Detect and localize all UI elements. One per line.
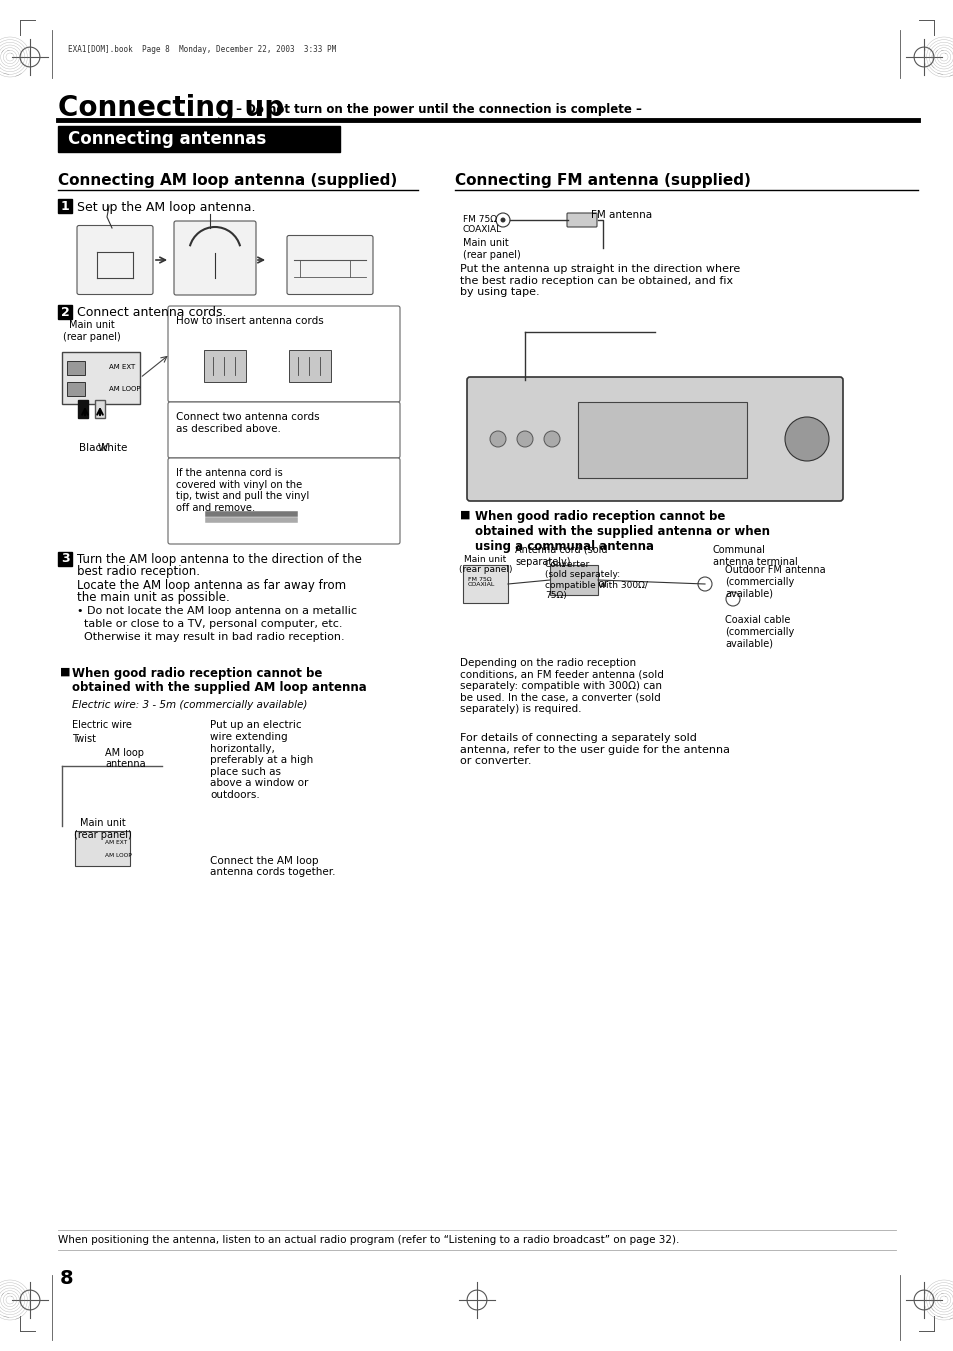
Text: When positioning the antenna, listen to an actual radio program (refer to “Liste: When positioning the antenna, listen to … <box>58 1235 679 1246</box>
Text: EXA1[DOM].book  Page 8  Monday, December 22, 2003  3:33 PM: EXA1[DOM].book Page 8 Monday, December 2… <box>68 46 335 54</box>
Text: Coaxial cable
(commercially
available): Coaxial cable (commercially available) <box>724 615 794 648</box>
Text: 8: 8 <box>60 1269 73 1288</box>
Text: Turn the AM loop antenna to the direction of the: Turn the AM loop antenna to the directio… <box>77 553 361 566</box>
Text: Twist: Twist <box>71 734 96 743</box>
Text: or: or <box>597 580 608 589</box>
FancyBboxPatch shape <box>58 199 71 213</box>
Text: Connecting up: Connecting up <box>58 95 284 122</box>
Text: Connecting AM loop antenna (supplied): Connecting AM loop antenna (supplied) <box>58 173 396 188</box>
FancyBboxPatch shape <box>58 553 71 566</box>
Text: • Do not locate the AM loop antenna on a metallic: • Do not locate the AM loop antenna on a… <box>77 607 356 616</box>
FancyBboxPatch shape <box>67 382 85 396</box>
Text: AM LOOP: AM LOOP <box>109 386 140 392</box>
Text: table or close to a TV, personal computer, etc.: table or close to a TV, personal compute… <box>77 619 342 630</box>
Text: AM EXT: AM EXT <box>109 363 135 370</box>
Circle shape <box>784 417 828 461</box>
Text: Put up an electric
wire extending
horizontally,
preferably at a high
place such : Put up an electric wire extending horizo… <box>210 720 313 800</box>
Text: Main unit
(rear panel): Main unit (rear panel) <box>73 819 132 840</box>
FancyBboxPatch shape <box>168 458 399 544</box>
FancyBboxPatch shape <box>62 353 140 404</box>
Text: FM antenna: FM antenna <box>590 209 652 220</box>
Text: Put the antenna up straight in the direction where
the best radio reception can : Put the antenna up straight in the direc… <box>459 263 740 297</box>
Text: Electric wire: 3 - 5m (commercially available): Electric wire: 3 - 5m (commercially avai… <box>71 701 307 711</box>
FancyBboxPatch shape <box>566 213 597 227</box>
Text: Depending on the radio reception
conditions, an FM feeder antenna (sold
separate: Depending on the radio reception conditi… <box>459 658 663 715</box>
FancyBboxPatch shape <box>550 565 598 594</box>
Text: ■: ■ <box>60 666 71 677</box>
Text: Connecting antennas: Connecting antennas <box>68 130 266 149</box>
Text: FM 75Ω
COAXIAL: FM 75Ω COAXIAL <box>462 215 501 235</box>
Circle shape <box>698 577 711 590</box>
Text: Otherwise it may result in bad radio reception.: Otherwise it may result in bad radio rec… <box>77 632 344 642</box>
Text: White: White <box>98 443 129 453</box>
Text: Connect the AM loop
antenna cords together.: Connect the AM loop antenna cords togeth… <box>210 855 335 877</box>
Text: Main unit
(rear panel): Main unit (rear panel) <box>63 320 121 342</box>
FancyBboxPatch shape <box>58 126 339 153</box>
FancyBboxPatch shape <box>78 400 88 417</box>
FancyBboxPatch shape <box>462 565 507 603</box>
Text: the main unit as possible.: the main unit as possible. <box>77 592 230 604</box>
Text: best radio reception.: best radio reception. <box>77 566 200 578</box>
Text: AM LOOP: AM LOOP <box>105 854 132 858</box>
Circle shape <box>517 431 533 447</box>
FancyBboxPatch shape <box>578 403 746 478</box>
FancyBboxPatch shape <box>75 831 130 866</box>
FancyBboxPatch shape <box>77 226 152 295</box>
Text: Communal
antenna terminal: Communal antenna terminal <box>712 544 797 566</box>
Text: 3: 3 <box>61 553 70 566</box>
FancyBboxPatch shape <box>58 305 71 319</box>
FancyBboxPatch shape <box>289 350 331 382</box>
FancyBboxPatch shape <box>287 235 373 295</box>
Text: – Do not turn on the power until the connection is complete –: – Do not turn on the power until the con… <box>232 104 641 116</box>
Text: Connect two antenna cords
as described above.: Connect two antenna cords as described a… <box>175 412 319 434</box>
Text: Antenna cord (sold
separately): Antenna cord (sold separately) <box>515 544 607 566</box>
FancyBboxPatch shape <box>95 400 105 417</box>
Text: When good radio reception cannot be
obtained with the supplied AM loop antenna: When good radio reception cannot be obta… <box>71 666 366 694</box>
Text: FM 75Ω
COAXIAL: FM 75Ω COAXIAL <box>468 577 495 588</box>
Text: ■: ■ <box>459 509 470 520</box>
Circle shape <box>490 431 505 447</box>
Text: AM loop
antenna: AM loop antenna <box>105 747 146 769</box>
Text: For details of connecting a separately sold
antenna, refer to the user guide for: For details of connecting a separately s… <box>459 734 729 766</box>
Text: Converter
(sold separately:
compatible with 300Ω/
75Ω): Converter (sold separately: compatible w… <box>544 561 647 600</box>
Text: AM EXT: AM EXT <box>105 840 128 846</box>
Text: Connect antenna cords.: Connect antenna cords. <box>77 305 226 319</box>
Text: When good radio reception cannot be
obtained with the supplied antenna or when
u: When good radio reception cannot be obta… <box>475 509 769 553</box>
FancyBboxPatch shape <box>168 403 399 458</box>
Circle shape <box>543 431 559 447</box>
Text: Main unit
(rear panel): Main unit (rear panel) <box>462 238 520 259</box>
Text: Outdoor FM antenna
(commercially
available): Outdoor FM antenna (commercially availab… <box>724 565 824 598</box>
Text: If the antenna cord is
covered with vinyl on the
tip, twist and pull the vinyl
o: If the antenna cord is covered with viny… <box>175 467 309 513</box>
FancyBboxPatch shape <box>173 222 255 295</box>
Circle shape <box>725 592 740 607</box>
FancyBboxPatch shape <box>67 361 85 376</box>
Circle shape <box>500 218 505 223</box>
Text: 1: 1 <box>61 200 70 212</box>
Text: Black: Black <box>79 443 108 453</box>
Text: 2: 2 <box>61 305 70 319</box>
FancyBboxPatch shape <box>467 377 842 501</box>
Text: Main unit
(rear panel): Main unit (rear panel) <box>458 555 512 574</box>
Text: Locate the AM loop antenna as far away from: Locate the AM loop antenna as far away f… <box>77 578 346 592</box>
Circle shape <box>496 213 510 227</box>
FancyBboxPatch shape <box>204 350 246 382</box>
Text: Electric wire: Electric wire <box>71 720 132 731</box>
Text: How to insert antenna cords: How to insert antenna cords <box>175 316 323 326</box>
Text: Connecting FM antenna (supplied): Connecting FM antenna (supplied) <box>455 173 750 188</box>
FancyBboxPatch shape <box>168 305 399 403</box>
Text: Set up the AM loop antenna.: Set up the AM loop antenna. <box>77 201 255 215</box>
